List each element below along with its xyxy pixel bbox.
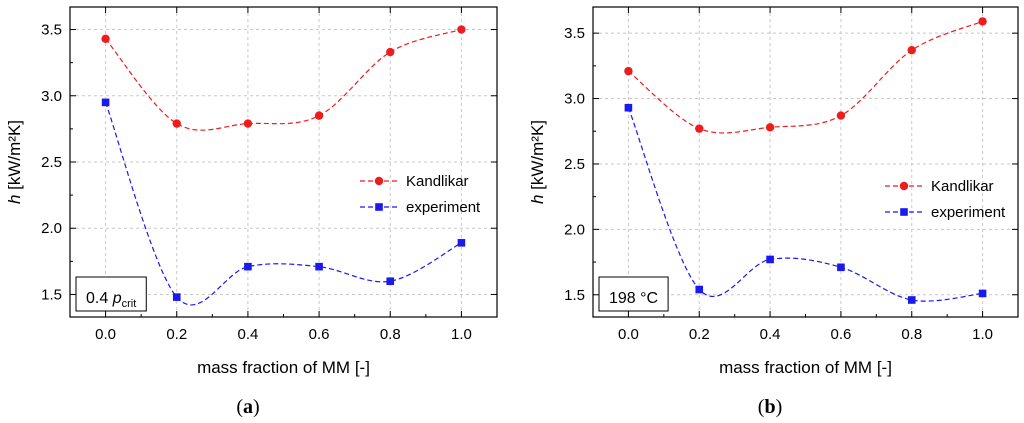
data-point-kandlikar [386, 47, 395, 57]
y-tick-label: 2.0 [564, 221, 585, 238]
y-axis-symbol: h [528, 195, 547, 204]
data-point-experiment [624, 103, 633, 112]
data-point-experiment [978, 289, 987, 298]
x-tick-label: 0.6 [309, 326, 330, 343]
legend-label: Kandlikar [406, 173, 469, 190]
legend-marker [899, 181, 909, 191]
caption-open-paren: ( [236, 396, 243, 418]
caption-close-paren: ) [253, 396, 260, 418]
annotation-symbol: p [112, 290, 122, 307]
y-axis-symbol: h [5, 195, 24, 204]
data-point-experiment [386, 277, 395, 286]
x-tick-label: 0.4 [760, 326, 781, 343]
condition-annotation: 0.4 pcrit [86, 290, 136, 310]
data-point-kandlikar [978, 17, 987, 26]
annotation-box [598, 276, 669, 312]
series-line-experiment [627, 107, 983, 302]
annotation-main: 0.4 [86, 290, 113, 307]
data-point-kandlikar [172, 119, 181, 128]
y-axis-label: h [kW/m²K] [528, 120, 547, 204]
y-tick-label: 2.5 [564, 156, 585, 173]
annotation-box [75, 276, 147, 312]
x-tick-label: 1.0 [451, 326, 472, 343]
data-point-experiment [695, 285, 704, 294]
y-tick-label: 1.5 [564, 287, 585, 304]
data-point-kandlikar [101, 34, 110, 43]
x-tick-label: 0.2 [689, 326, 710, 343]
series-line-kandlikar [628, 20, 983, 134]
condition-annotation: 198 °C [609, 290, 658, 307]
y-tick-label: 3.0 [41, 88, 62, 105]
series-line-kandlikar [105, 28, 462, 131]
legend-label: experiment [931, 204, 1006, 221]
data-point-kandlikar [457, 25, 466, 34]
legend-label: Kandlikar [931, 178, 994, 195]
chart-panel-b: 0.0 0.2 0.4 0.6 0.8 1.0 1.5 2.0 2.5 3.0 3.5 mass fr… [528, 6, 1019, 418]
chart-panel-a: 0.0 0.2 0.4 0.6 0.8 1.0 1.5 2.0 2.5 3.0 3.5 mass fr… [5, 6, 498, 418]
data-point-experiment [244, 262, 252, 271]
x-tick-label: 0.4 [237, 326, 258, 343]
data-point-experiment [457, 239, 466, 247]
legend-marker [375, 203, 383, 211]
caption-letter: b [764, 396, 775, 418]
data-point-experiment [907, 296, 916, 304]
panel-caption: (a) [236, 396, 259, 418]
x-tick-label: 0.0 [95, 326, 116, 343]
caption-close-paren: ) [776, 396, 783, 418]
x-axis-label: mass fraction of MM [-] [197, 358, 370, 377]
data-point-experiment [766, 255, 774, 264]
x-axis-label: mass fraction of MM [-] [719, 358, 892, 377]
x-tick-label: 0.6 [830, 326, 851, 343]
x-tick-label: 1.0 [972, 326, 993, 343]
data-point-kandlikar [624, 66, 633, 76]
x-tick-label: 0.0 [618, 326, 639, 343]
annotation-main: 198 °C [609, 290, 658, 307]
data-point-kandlikar [836, 111, 846, 120]
y-axis-unit: [kW/m²K] [5, 120, 24, 190]
y-tick-label: 3.5 [41, 22, 62, 39]
data-point-experiment [172, 293, 181, 301]
x-tick-label: 0.8 [380, 326, 401, 343]
panel-caption: (b) [758, 396, 782, 418]
legend-label: experiment [406, 199, 481, 216]
data-point-kandlikar [765, 123, 775, 132]
caption-letter: a [243, 396, 253, 418]
y-tick-label: 3.5 [564, 25, 585, 42]
data-point-kandlikar [243, 119, 253, 128]
legend-marker [900, 208, 908, 216]
y-tick-label: 1.5 [41, 286, 62, 303]
data-point-kandlikar [314, 111, 324, 120]
caption-open-paren: ( [758, 396, 765, 418]
y-tick-label: 3.0 [564, 91, 585, 108]
y-axis-label: h [kW/m²K] [5, 120, 24, 204]
legend-marker [374, 176, 384, 186]
data-point-experiment [837, 263, 845, 272]
x-tick-label: 0.2 [166, 326, 187, 343]
y-axis-unit: [kW/m²K] [528, 120, 547, 190]
data-point-experiment [101, 98, 110, 107]
y-tick-label: 2.5 [41, 154, 62, 171]
data-point-kandlikar [695, 124, 704, 133]
data-point-experiment [315, 262, 323, 271]
plot-frame [592, 6, 1019, 318]
y-tick-label: 2.0 [41, 220, 62, 237]
x-tick-label: 0.8 [901, 326, 922, 343]
data-point-kandlikar [907, 45, 916, 55]
annotation-subscript: crit [122, 298, 137, 310]
